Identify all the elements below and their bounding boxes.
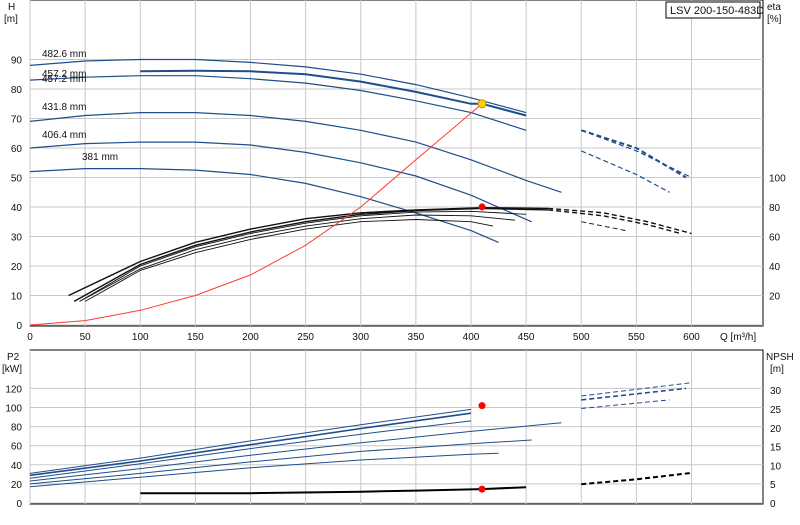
x-tick-label: 350 [408, 332, 425, 343]
label-381-mm: 381 mm [82, 152, 118, 163]
power-curve-extended [581, 382, 692, 397]
label-431-mm: 431.8 mm [42, 102, 86, 113]
top-y-right-tick-label: 100 [769, 173, 786, 184]
model-label-box [665, 1, 761, 19]
bottom-y-label-unit: [kW] [2, 364, 22, 375]
x-tick-label: 200 [242, 332, 259, 343]
bottom-y-right-tick-label: 30 [770, 386, 782, 397]
power-curve [29, 452, 499, 488]
label-406-mm: 406.4 mm [42, 130, 86, 141]
curve-layer [29, 58, 692, 495]
power-curve [29, 420, 472, 479]
bottom-y-tick-label: 20 [11, 480, 23, 491]
x-tick-label: 150 [187, 332, 204, 343]
head-curve [29, 112, 562, 193]
top-y-tick-label: 30 [11, 233, 23, 244]
head-curve [29, 58, 527, 114]
head-curve [29, 168, 499, 243]
top-y-right-tick-label: 60 [769, 232, 781, 243]
top-y-tick-label: 0 [16, 321, 22, 332]
top-y-tick-label: 10 [11, 292, 23, 303]
top-y-tick-label: 60 [11, 144, 23, 155]
x-tick-label: 250 [297, 332, 314, 343]
efficiency-curve-extended [548, 207, 692, 235]
top-y-tick-label: 20 [11, 262, 23, 273]
model-label: LSV 200-150-483D [670, 5, 764, 17]
label-457-mm-b: 457.2 mm [42, 74, 86, 85]
efficiency-curve-extended [548, 209, 681, 235]
bottom-y-right-label-npsh: NPSH [766, 352, 794, 363]
head-curve [29, 75, 527, 131]
x-tick-label: 300 [352, 332, 369, 343]
x-tick-label: 500 [573, 332, 590, 343]
top-y-label-h: H [8, 2, 15, 13]
bottom-y-tick-label: 100 [5, 404, 22, 415]
operating-point-efficiency [478, 203, 486, 211]
bottom-y-label-p2: P2 [7, 352, 20, 363]
bottom-y-right-tick-label: 15 [770, 443, 782, 454]
power-curve [29, 412, 472, 477]
top-y-tick-label: 40 [11, 203, 23, 214]
x-tick-label: 50 [80, 332, 92, 343]
top-y-right-label-eta: eta [767, 2, 781, 13]
power-curve [29, 408, 472, 474]
operating-point-head [477, 99, 487, 109]
efficiency-curve [79, 214, 516, 302]
efficiency-curve [79, 210, 527, 302]
power-curve-extended [581, 399, 670, 409]
bottom-y-right-label-unit: [m] [770, 364, 784, 375]
top-y-label-unit: [m] [4, 14, 18, 25]
bottom-y-tick-label: 120 [5, 384, 22, 395]
top-y-right-label-unit: [%] [767, 14, 782, 25]
top-x-label: Q [m³/h] [720, 332, 756, 343]
bottom-y-right-tick-label: 0 [770, 499, 776, 510]
label-482-mm: 482.6 mm [42, 49, 86, 60]
power-curve [29, 439, 532, 485]
bottom-y-tick-label: 0 [16, 499, 22, 510]
system-curve [29, 103, 483, 326]
bottom-y-tick-label: 60 [11, 442, 23, 453]
bottom-y-right-tick-label: 20 [770, 424, 782, 435]
top-y-tick-label: 50 [11, 174, 23, 185]
efficiency-curve [84, 219, 494, 302]
top-y-right-tick-label: 40 [769, 262, 781, 273]
bottom-y-tick-label: 80 [11, 423, 23, 434]
bottom-y-right-tick-label: 5 [770, 480, 776, 491]
bottom-y-right-tick-label: 10 [770, 461, 782, 472]
x-tick-label: 600 [683, 332, 700, 343]
operating-point-npsh [478, 485, 486, 493]
top-y-right-tick-label: 80 [769, 203, 781, 214]
x-tick-label: 400 [463, 332, 480, 343]
top-y-right-tick-label: 20 [769, 291, 781, 302]
head-curve-extended [581, 150, 670, 193]
x-tick-label: 100 [132, 332, 149, 343]
label-457-mm-a: 457.2 mm [42, 69, 86, 80]
power-curve [29, 422, 562, 482]
bottom-y-tick-label: 40 [11, 461, 23, 472]
bottom-y-right-tick-label: 25 [770, 405, 782, 416]
power-curve-extended [581, 387, 687, 401]
efficiency-curve [73, 207, 549, 303]
top-y-tick-label: 70 [11, 115, 23, 126]
operating-point-power [478, 402, 486, 410]
x-tick-label: 550 [628, 332, 645, 343]
top-y-tick-label: 80 [11, 85, 23, 96]
npsh-curve [140, 486, 527, 495]
x-tick-label: 0 [27, 332, 33, 343]
tick-layer: 0 50 100 150 200 250 300 350 400 450 500 550 6000102… [5, 56, 786, 511]
head-curve-extended [580, 129, 687, 179]
npsh-curve-extended [581, 471, 692, 486]
head-curve [29, 141, 532, 223]
top-y-tick-label: 90 [11, 56, 23, 67]
top-plot-background [29, 0, 764, 327]
x-tick-label: 450 [518, 332, 535, 343]
